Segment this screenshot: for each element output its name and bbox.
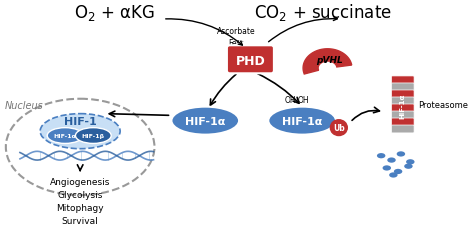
Ellipse shape <box>397 152 405 157</box>
Ellipse shape <box>394 169 402 174</box>
Text: OH: OH <box>285 96 297 105</box>
FancyArrowPatch shape <box>269 18 337 43</box>
Text: HIF-1α: HIF-1α <box>400 93 406 118</box>
FancyBboxPatch shape <box>392 77 414 85</box>
Ellipse shape <box>383 166 391 171</box>
Circle shape <box>330 120 347 136</box>
Text: HIF-1α: HIF-1α <box>185 116 226 126</box>
Text: pVHL: pVHL <box>316 56 343 65</box>
Ellipse shape <box>406 160 415 165</box>
FancyBboxPatch shape <box>392 98 414 105</box>
Text: HIF-1: HIF-1 <box>64 116 97 126</box>
Text: HIF-1α: HIF-1α <box>54 134 76 139</box>
Ellipse shape <box>387 158 396 163</box>
Ellipse shape <box>172 107 239 135</box>
Ellipse shape <box>404 164 413 169</box>
FancyBboxPatch shape <box>227 46 274 74</box>
Text: Ascorbate
Fe²⁺: Ascorbate Fe²⁺ <box>217 27 255 47</box>
FancyBboxPatch shape <box>392 118 414 126</box>
Ellipse shape <box>75 128 111 144</box>
Text: O$_2$ + αKG: O$_2$ + αKG <box>73 3 155 23</box>
Text: HIF-1β: HIF-1β <box>82 134 105 139</box>
Text: Ub: Ub <box>333 124 345 133</box>
Text: Proteasome: Proteasome <box>418 101 468 110</box>
FancyBboxPatch shape <box>392 84 414 91</box>
Polygon shape <box>303 49 352 75</box>
Ellipse shape <box>40 114 120 149</box>
FancyBboxPatch shape <box>392 90 414 98</box>
FancyBboxPatch shape <box>392 125 414 133</box>
Text: PHD: PHD <box>236 55 265 67</box>
Text: HIF-1α: HIF-1α <box>282 116 322 126</box>
Text: Nucleus: Nucleus <box>4 101 43 110</box>
Ellipse shape <box>47 128 83 144</box>
Ellipse shape <box>268 107 336 135</box>
FancyArrowPatch shape <box>166 20 242 46</box>
Ellipse shape <box>389 173 398 178</box>
Text: OH: OH <box>297 96 309 105</box>
Text: CO$_2$ + succinate: CO$_2$ + succinate <box>254 3 392 23</box>
Ellipse shape <box>377 153 385 159</box>
Text: Angiogenesis
Glycolysis
Mitophagy
Survival: Angiogenesis Glycolysis Mitophagy Surviv… <box>50 177 110 225</box>
FancyBboxPatch shape <box>392 104 414 112</box>
FancyBboxPatch shape <box>392 112 414 119</box>
